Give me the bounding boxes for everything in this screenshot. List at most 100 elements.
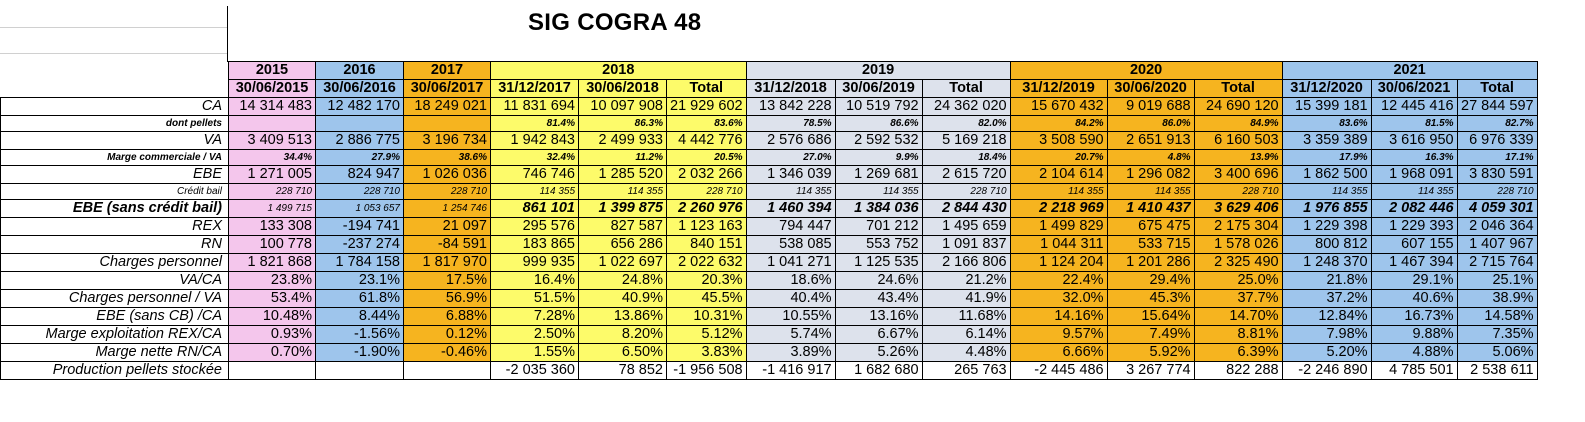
table-cell: 3 267 774 xyxy=(1106,361,1195,380)
table-cell: 701 212 xyxy=(834,217,923,236)
table-cell: 18 249 021 xyxy=(403,97,491,116)
table-cell: 10 519 792 xyxy=(834,97,923,116)
table-cell: 1 968 091 xyxy=(1370,165,1458,184)
table-cell: 82.0% xyxy=(921,115,1011,132)
table-cell: 40.6% xyxy=(1370,289,1458,308)
table-cell: 1 384 036 xyxy=(834,199,923,218)
table-cell: 16.73% xyxy=(1370,307,1458,326)
date-header-cell: 31/12/2020 xyxy=(1281,79,1372,98)
row-label: Marge nette RN/CA xyxy=(0,343,229,362)
table-cell: 295 576 xyxy=(490,217,579,236)
table-cell: 32.0% xyxy=(1009,289,1108,308)
table-cell: 11.2% xyxy=(578,149,667,166)
table-cell: 607 155 xyxy=(1370,235,1458,254)
table-cell: 12.84% xyxy=(1281,307,1372,326)
table-cell: 265 763 xyxy=(921,361,1011,380)
date-header-cell: Total xyxy=(1456,79,1538,98)
table-row: EBE (sans CB) /CA 10.48% 8.44% 6.88% 7.28% 13… xyxy=(0,307,1538,326)
table-cell: 24.8% xyxy=(578,271,667,290)
table-cell: 6.39% xyxy=(1193,343,1283,362)
table-cell: 228 710 xyxy=(921,183,1011,200)
table-row: Crédit bail 228 710 228 710 228 710 114 355 1… xyxy=(0,183,1538,200)
table-row: REX 133 308 -194 741 21 097 295 576 827 587 1 … xyxy=(0,217,1538,236)
table-cell: 84.2% xyxy=(1009,115,1108,132)
table-cell: 1 053 657 xyxy=(315,199,404,218)
table-cell: 0.70% xyxy=(228,343,316,362)
date-header-cell: 30/06/2017 xyxy=(403,79,491,98)
sheet-title: SIG COGRA 48 xyxy=(528,9,702,36)
table-cell: 20.3% xyxy=(666,271,747,290)
table-cell: 6.14% xyxy=(921,325,1011,344)
table-cell: -0.46% xyxy=(403,343,491,362)
table-cell: 9.57% xyxy=(1009,325,1108,344)
table-cell: 10.48% xyxy=(228,307,316,326)
table-cell: -2 246 890 xyxy=(1281,361,1372,380)
row-label: Production pellets stockée xyxy=(0,361,229,380)
row-label: Marge commerciale / VA xyxy=(0,149,229,166)
table-cell: 3 629 406 xyxy=(1193,199,1283,218)
table-row: Charges personnel / VA 53.4% 61.8% 56.9% 51.… xyxy=(0,289,1538,308)
table-cell: 6.67% xyxy=(834,325,923,344)
table-cell: 746 746 xyxy=(490,165,579,184)
table-cell: 17.9% xyxy=(1281,149,1372,166)
table-cell: -1.56% xyxy=(315,325,404,344)
row-label: CA xyxy=(0,97,229,116)
table-cell: 1 784 158 xyxy=(315,253,404,272)
table-cell: 2 104 614 xyxy=(1009,165,1108,184)
table-cell: 1 125 535 xyxy=(834,253,923,272)
table-cell: 27.0% xyxy=(745,149,836,166)
table-cell: 114 355 xyxy=(834,183,923,200)
table-cell: 1 041 271 xyxy=(745,253,836,272)
year-2019: 2019 xyxy=(745,61,1011,80)
date-header-cell: 31/12/2017 xyxy=(490,79,579,98)
table-cell: 3 508 590 xyxy=(1009,131,1108,150)
table-cell: 83.6% xyxy=(1281,115,1372,132)
table-cell: 114 355 xyxy=(1370,183,1458,200)
table-cell: 1 346 039 xyxy=(745,165,836,184)
table-cell: 1 124 204 xyxy=(1009,253,1108,272)
table-row: Charges personnel 1 821 868 1 784 158 1 817… xyxy=(0,253,1538,272)
date-header-cell: Total xyxy=(921,79,1011,98)
table-cell: 14.70% xyxy=(1193,307,1283,326)
table-cell: 81.4% xyxy=(490,115,579,132)
table-cell: 5.74% xyxy=(745,325,836,344)
table-cell: 25.0% xyxy=(1193,271,1283,290)
table-cell: 4 785 501 xyxy=(1370,361,1458,380)
table-cell: 538 085 xyxy=(745,235,836,254)
table-cell: 20.7% xyxy=(1009,149,1108,166)
table-cell: 43.4% xyxy=(834,289,923,308)
table-cell: 86.3% xyxy=(578,115,667,132)
table-cell: 11.68% xyxy=(921,307,1011,326)
table-cell: 3 196 734 xyxy=(403,131,491,150)
table-cell: 5.06% xyxy=(1456,343,1538,362)
table-cell: 18.6% xyxy=(745,271,836,290)
table-cell: 5.92% xyxy=(1106,343,1195,362)
table-cell: 1 296 082 xyxy=(1106,165,1195,184)
table-cell: 2 499 933 xyxy=(578,131,667,150)
sig-table: 2015 2016 2017 2018 2019 2020 2021 30/06… xyxy=(0,61,1538,380)
table-cell: -2 445 486 xyxy=(1009,361,1108,380)
table-cell: 82.7% xyxy=(1456,115,1538,132)
table-cell: 675 475 xyxy=(1106,217,1195,236)
table-cell: 61.8% xyxy=(315,289,404,308)
table-cell: 3 400 696 xyxy=(1193,165,1283,184)
row-label: EBE (sans CB) /CA xyxy=(0,307,229,326)
table-cell: 1 682 680 xyxy=(834,361,923,380)
table-cell: 13.86% xyxy=(578,307,667,326)
table-cell: 21.2% xyxy=(921,271,1011,290)
date-header-cell: Total xyxy=(1193,79,1283,98)
table-cell: 16.4% xyxy=(490,271,579,290)
table-cell: 22.4% xyxy=(1009,271,1108,290)
table-cell: 27.9% xyxy=(315,149,404,166)
table-cell: 1 578 026 xyxy=(1193,235,1283,254)
table-cell: 78.5% xyxy=(745,115,836,132)
table-cell: 14.16% xyxy=(1009,307,1108,326)
table-cell: 1 044 311 xyxy=(1009,235,1108,254)
table-cell: 1 499 829 xyxy=(1009,217,1108,236)
row-label: VA xyxy=(0,131,229,150)
table-cell: 8.20% xyxy=(578,325,667,344)
table-cell: 800 812 xyxy=(1281,235,1372,254)
table-cell: 3.89% xyxy=(745,343,836,362)
table-cell: 3 359 389 xyxy=(1281,131,1372,150)
